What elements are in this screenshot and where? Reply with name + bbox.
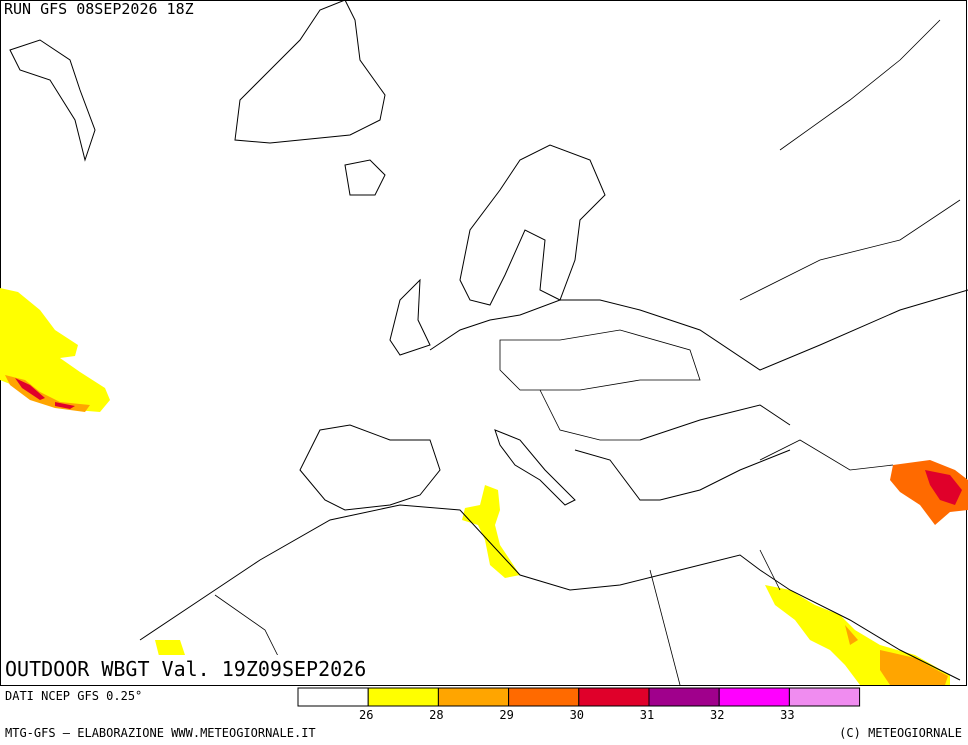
colorbar: 26 28 29 30 31 32 33 bbox=[297, 687, 861, 722]
borders bbox=[214, 19, 961, 686]
colorbar-label: 29 bbox=[499, 708, 513, 722]
border bbox=[499, 329, 701, 441]
colorbar-label: 31 bbox=[640, 708, 654, 722]
map-title: OUTDOOR WBGT Val. 19Z09SEP2026 bbox=[5, 657, 366, 681]
coast bbox=[344, 159, 386, 196]
coast bbox=[234, 0, 386, 144]
coast bbox=[494, 429, 576, 506]
coast bbox=[389, 278, 431, 356]
colorbar-box bbox=[367, 687, 439, 707]
colorbar-box bbox=[437, 687, 510, 707]
map-frame bbox=[0, 0, 967, 686]
coast bbox=[139, 504, 961, 681]
coast bbox=[429, 289, 968, 371]
coast bbox=[574, 449, 791, 501]
coastlines bbox=[9, 0, 968, 681]
field-red bbox=[925, 470, 962, 505]
coast bbox=[459, 144, 606, 306]
colorbar-box bbox=[297, 687, 369, 707]
border bbox=[214, 549, 781, 686]
coast bbox=[639, 404, 791, 441]
footer-right: (C) METEOGIORNALE bbox=[839, 726, 962, 740]
colorbar-box bbox=[718, 687, 790, 707]
colorbar-box bbox=[508, 687, 580, 707]
coast bbox=[299, 424, 441, 511]
source-label: DATI NCEP GFS 0.25° bbox=[5, 689, 142, 703]
colorbar-label: 28 bbox=[429, 708, 443, 722]
field-red bbox=[15, 378, 75, 409]
colorbar-label: 32 bbox=[710, 708, 724, 722]
wbgt-fields bbox=[0, 288, 968, 685]
colorbar-box bbox=[648, 687, 720, 707]
colorbar-label: 30 bbox=[570, 708, 584, 722]
run-label: RUN GFS 08SEP2026 18Z bbox=[4, 0, 194, 18]
field-yellow bbox=[0, 288, 110, 412]
field-orange bbox=[845, 625, 948, 685]
title-bg bbox=[1, 655, 389, 684]
colorbar-label: 26 bbox=[359, 708, 373, 722]
border bbox=[739, 19, 961, 471]
coast bbox=[9, 39, 96, 162]
colorbar-box bbox=[788, 687, 861, 707]
colorbar-label: 33 bbox=[780, 708, 794, 722]
field-yellow bbox=[462, 485, 520, 578]
colorbar-box bbox=[578, 687, 650, 707]
footer-left: MTG-GFS — ELABORAZIONE WWW.METEOGIORNALE… bbox=[5, 726, 316, 740]
